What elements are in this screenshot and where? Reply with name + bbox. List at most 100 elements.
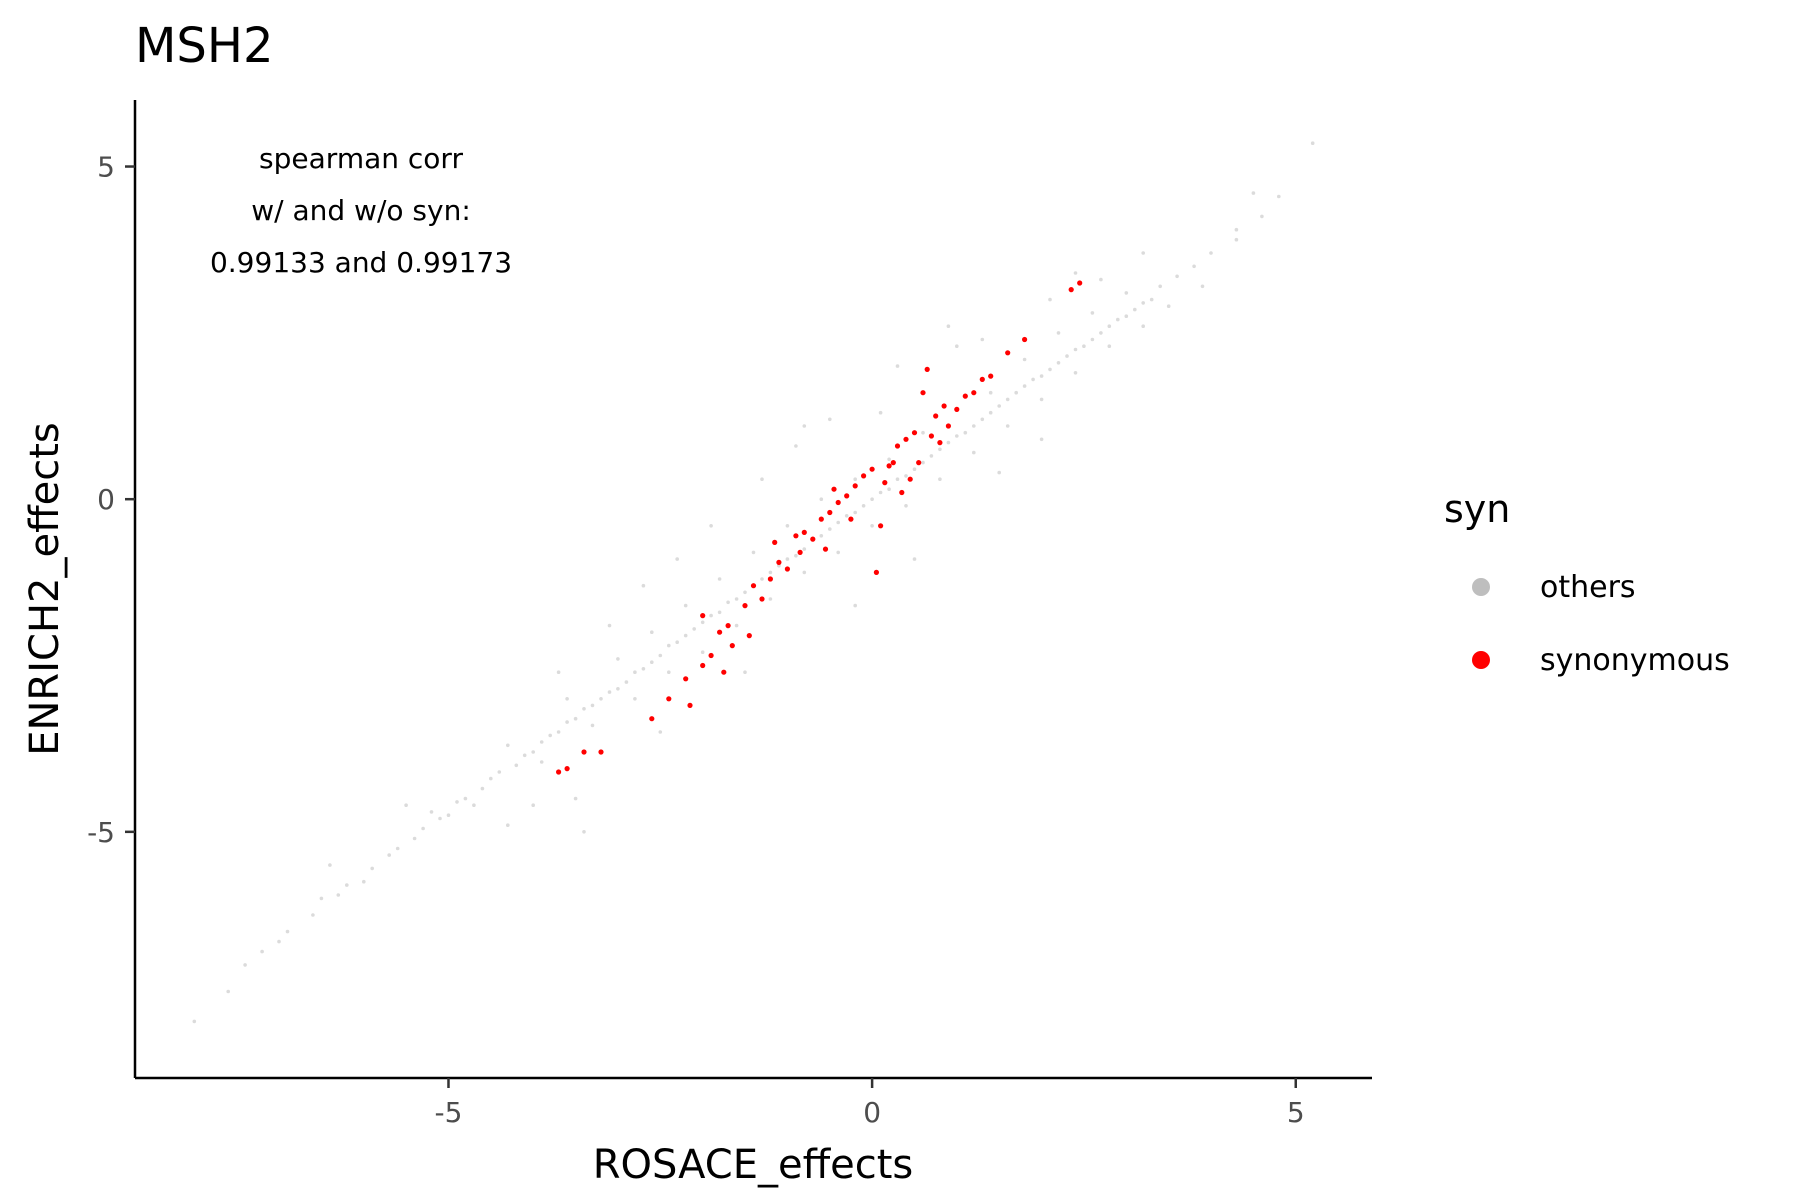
others-point-172 bbox=[1099, 277, 1103, 282]
others-point-88 bbox=[1065, 354, 1069, 358]
others-point-4 bbox=[277, 939, 281, 944]
synonymous-point-57 bbox=[1068, 287, 1074, 293]
others-point-49 bbox=[734, 597, 739, 601]
others-point-40 bbox=[658, 653, 663, 658]
others-point-123 bbox=[785, 524, 790, 528]
others-point-11 bbox=[370, 866, 375, 871]
others-point-113 bbox=[616, 657, 620, 661]
y-tick-label: 0 bbox=[97, 483, 115, 516]
others-point-169 bbox=[878, 410, 883, 415]
others-point-81 bbox=[1005, 397, 1010, 402]
others-point-46 bbox=[709, 613, 713, 618]
others-point-61 bbox=[836, 520, 840, 525]
others-point-67 bbox=[887, 487, 891, 492]
others-point-118 bbox=[700, 650, 705, 654]
y-tick-label: 5 bbox=[97, 151, 115, 184]
others-point-25 bbox=[531, 750, 535, 754]
others-point-110 bbox=[539, 760, 544, 764]
synonymous-point-10 bbox=[725, 623, 731, 629]
others-point-21 bbox=[489, 776, 493, 781]
synonymous-point-3 bbox=[649, 716, 655, 722]
others-point-166 bbox=[556, 670, 561, 674]
synonymous-point-39 bbox=[903, 436, 909, 442]
others-point-96 bbox=[1133, 307, 1137, 312]
others-point-119 bbox=[717, 577, 722, 581]
others-point-65 bbox=[870, 497, 874, 502]
others-point-157 bbox=[743, 670, 747, 674]
others-point-101 bbox=[1192, 264, 1196, 269]
others-point-60 bbox=[828, 527, 832, 531]
others-point-17 bbox=[446, 813, 451, 817]
others-point-70 bbox=[912, 467, 917, 472]
others-point-143 bbox=[1124, 291, 1129, 295]
x-axis-ticks: -5 0 5 bbox=[435, 1078, 1305, 1129]
synonymous-point-14 bbox=[750, 583, 757, 589]
others-point-120 bbox=[734, 623, 739, 628]
others-point-83 bbox=[1022, 384, 1027, 388]
others-point-48 bbox=[726, 600, 730, 605]
others-point-91 bbox=[1090, 337, 1095, 342]
synonymous-point-51 bbox=[962, 393, 968, 399]
synonymous-point-31 bbox=[861, 473, 867, 479]
synonymous-point-18 bbox=[776, 559, 782, 566]
synonymous-point-7 bbox=[700, 662, 706, 669]
others-point-62 bbox=[844, 514, 849, 518]
others-point-148 bbox=[955, 344, 959, 349]
synonymous-point-28 bbox=[844, 493, 850, 499]
synonymous-point-38 bbox=[899, 489, 905, 496]
x-tick-label: 0 bbox=[863, 1096, 881, 1129]
synonymous-point-9 bbox=[717, 629, 723, 635]
others-point-140 bbox=[1073, 371, 1078, 375]
others-point-108 bbox=[472, 803, 476, 807]
synonymous-point-40 bbox=[907, 476, 913, 482]
others-point-168 bbox=[675, 557, 679, 561]
correlation-annotation-line-2: w/ and w/o syn: bbox=[251, 194, 471, 227]
others-point-112 bbox=[590, 723, 595, 728]
others-point-117 bbox=[683, 603, 688, 608]
x-tick-label: -5 bbox=[435, 1096, 463, 1129]
others-point-3 bbox=[260, 949, 264, 954]
others-point-104 bbox=[1260, 214, 1264, 219]
others-point-103 bbox=[1234, 227, 1239, 232]
synonymous-point-32 bbox=[869, 466, 875, 472]
synonymous-point-2 bbox=[598, 749, 604, 755]
others-point-12 bbox=[387, 853, 392, 857]
others-point-8 bbox=[336, 893, 341, 897]
others-point-122 bbox=[768, 597, 773, 601]
others-point-19 bbox=[463, 796, 468, 801]
synonymous-point-50 bbox=[954, 406, 960, 412]
others-point-116 bbox=[667, 670, 671, 674]
synonymous-point-49 bbox=[945, 423, 952, 429]
others-point-2 bbox=[243, 963, 247, 967]
others-point-28 bbox=[556, 730, 561, 734]
others-point-125 bbox=[819, 497, 824, 502]
others-point-41 bbox=[667, 643, 671, 648]
others-point-175 bbox=[1234, 237, 1239, 242]
others-point-92 bbox=[1099, 331, 1103, 335]
synonymous-point-61 bbox=[721, 669, 727, 675]
legend: syn others synonymous bbox=[1444, 487, 1730, 678]
synonymous-point-1 bbox=[564, 766, 570, 772]
others-point-84 bbox=[1031, 377, 1035, 382]
others-points bbox=[192, 141, 1315, 1024]
others-point-99 bbox=[1158, 284, 1162, 289]
synonymous-point-54 bbox=[988, 373, 994, 379]
synonymous-point-27 bbox=[835, 499, 841, 506]
others-point-89 bbox=[1073, 347, 1078, 352]
others-point-114 bbox=[633, 697, 637, 701]
others-point-153 bbox=[912, 557, 917, 561]
others-point-87 bbox=[1056, 361, 1061, 365]
others-point-44 bbox=[692, 627, 696, 631]
others-point-100 bbox=[1175, 274, 1179, 279]
others-point-156 bbox=[573, 796, 578, 801]
others-point-47 bbox=[717, 610, 722, 615]
others-point-53 bbox=[768, 570, 773, 575]
others-point-147 bbox=[895, 364, 900, 368]
synonymous-point-42 bbox=[916, 460, 922, 466]
others-point-78 bbox=[980, 417, 985, 422]
synonymous-point-25 bbox=[822, 546, 829, 552]
synonymous-point-30 bbox=[852, 483, 858, 489]
synonymous-point-20 bbox=[793, 533, 799, 539]
others-point-121 bbox=[751, 550, 756, 555]
